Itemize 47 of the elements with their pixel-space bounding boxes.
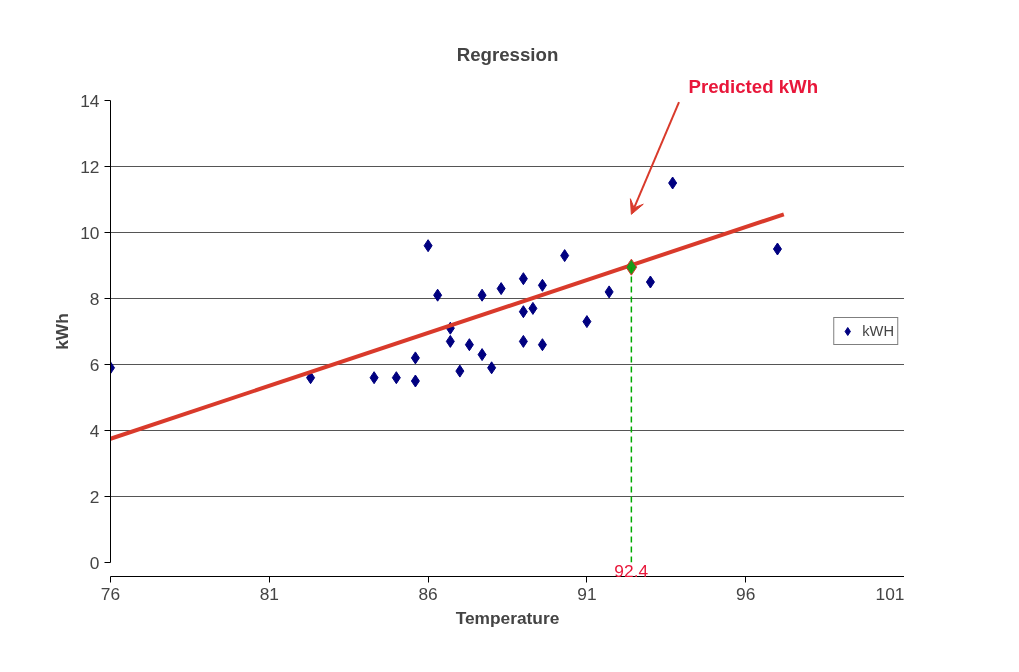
legend-label: kWH xyxy=(862,323,894,339)
point xyxy=(537,338,547,352)
point xyxy=(433,288,443,302)
point xyxy=(582,315,592,329)
point xyxy=(528,301,538,315)
point xyxy=(772,242,782,256)
point xyxy=(306,371,316,385)
point xyxy=(604,285,614,299)
x-tick-label: 96 xyxy=(736,583,756,604)
x-tick-label: 86 xyxy=(418,583,438,604)
x-tick-label: 76 xyxy=(100,583,121,604)
point xyxy=(477,348,487,362)
y-tick-label: 14 xyxy=(80,90,100,111)
chart-title: Regression xyxy=(456,43,559,65)
point xyxy=(496,282,506,296)
point xyxy=(487,361,497,375)
y-tick-label: 12 xyxy=(80,156,100,177)
point xyxy=(391,371,401,385)
y-tick-label: 0 xyxy=(89,552,100,573)
x-axis-title: Temperature xyxy=(455,607,560,628)
point xyxy=(410,374,420,388)
point xyxy=(477,288,487,302)
x-tick-label: 81 xyxy=(259,583,279,604)
x-tick-label: 101 xyxy=(875,583,905,604)
y-tick-label: 8 xyxy=(89,288,100,309)
point xyxy=(369,371,379,385)
point xyxy=(464,338,474,352)
x-tick-label: 91 xyxy=(577,583,597,604)
point xyxy=(518,305,528,319)
point xyxy=(410,351,420,365)
point xyxy=(668,176,678,190)
point xyxy=(423,239,433,253)
point xyxy=(445,334,455,348)
point xyxy=(645,275,655,289)
y-tick-label: 6 xyxy=(89,354,100,375)
point xyxy=(518,334,528,348)
point xyxy=(625,258,638,276)
ref-line-label: 92.4 xyxy=(614,560,649,581)
point xyxy=(455,364,465,378)
text: Predicted kWh xyxy=(688,75,819,97)
point xyxy=(518,272,528,286)
y-tick-label: 10 xyxy=(80,222,100,243)
point xyxy=(560,249,570,263)
y-axis-title: kWh xyxy=(52,313,73,350)
point xyxy=(537,278,547,292)
y-tick-label: 4 xyxy=(89,420,100,441)
y-tick-label: 2 xyxy=(89,486,100,507)
